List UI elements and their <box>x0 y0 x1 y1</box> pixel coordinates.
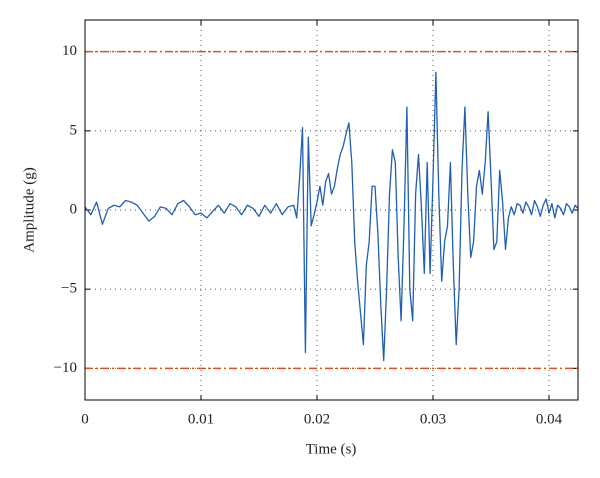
y-tick-label: 10 <box>62 43 77 59</box>
y-axis-label: Amplitude (g) <box>21 167 37 252</box>
x-tick-label: 0 <box>81 411 89 427</box>
axes-frame <box>84 19 579 401</box>
y-tick-label: 5 <box>70 122 78 138</box>
x-tick-label: 0.01 <box>188 411 214 427</box>
y-tick-label: 0 <box>70 201 78 217</box>
x-axis-label: Time (s) <box>306 441 357 457</box>
x-tick-label: 0.03 <box>420 411 446 427</box>
y-tick-label: −10 <box>54 360 77 376</box>
x-tick-label: 0.04 <box>536 411 563 427</box>
y-tick-label: −5 <box>61 281 77 297</box>
x-tick-label: 0.02 <box>304 411 330 427</box>
data-line <box>84 71 579 362</box>
